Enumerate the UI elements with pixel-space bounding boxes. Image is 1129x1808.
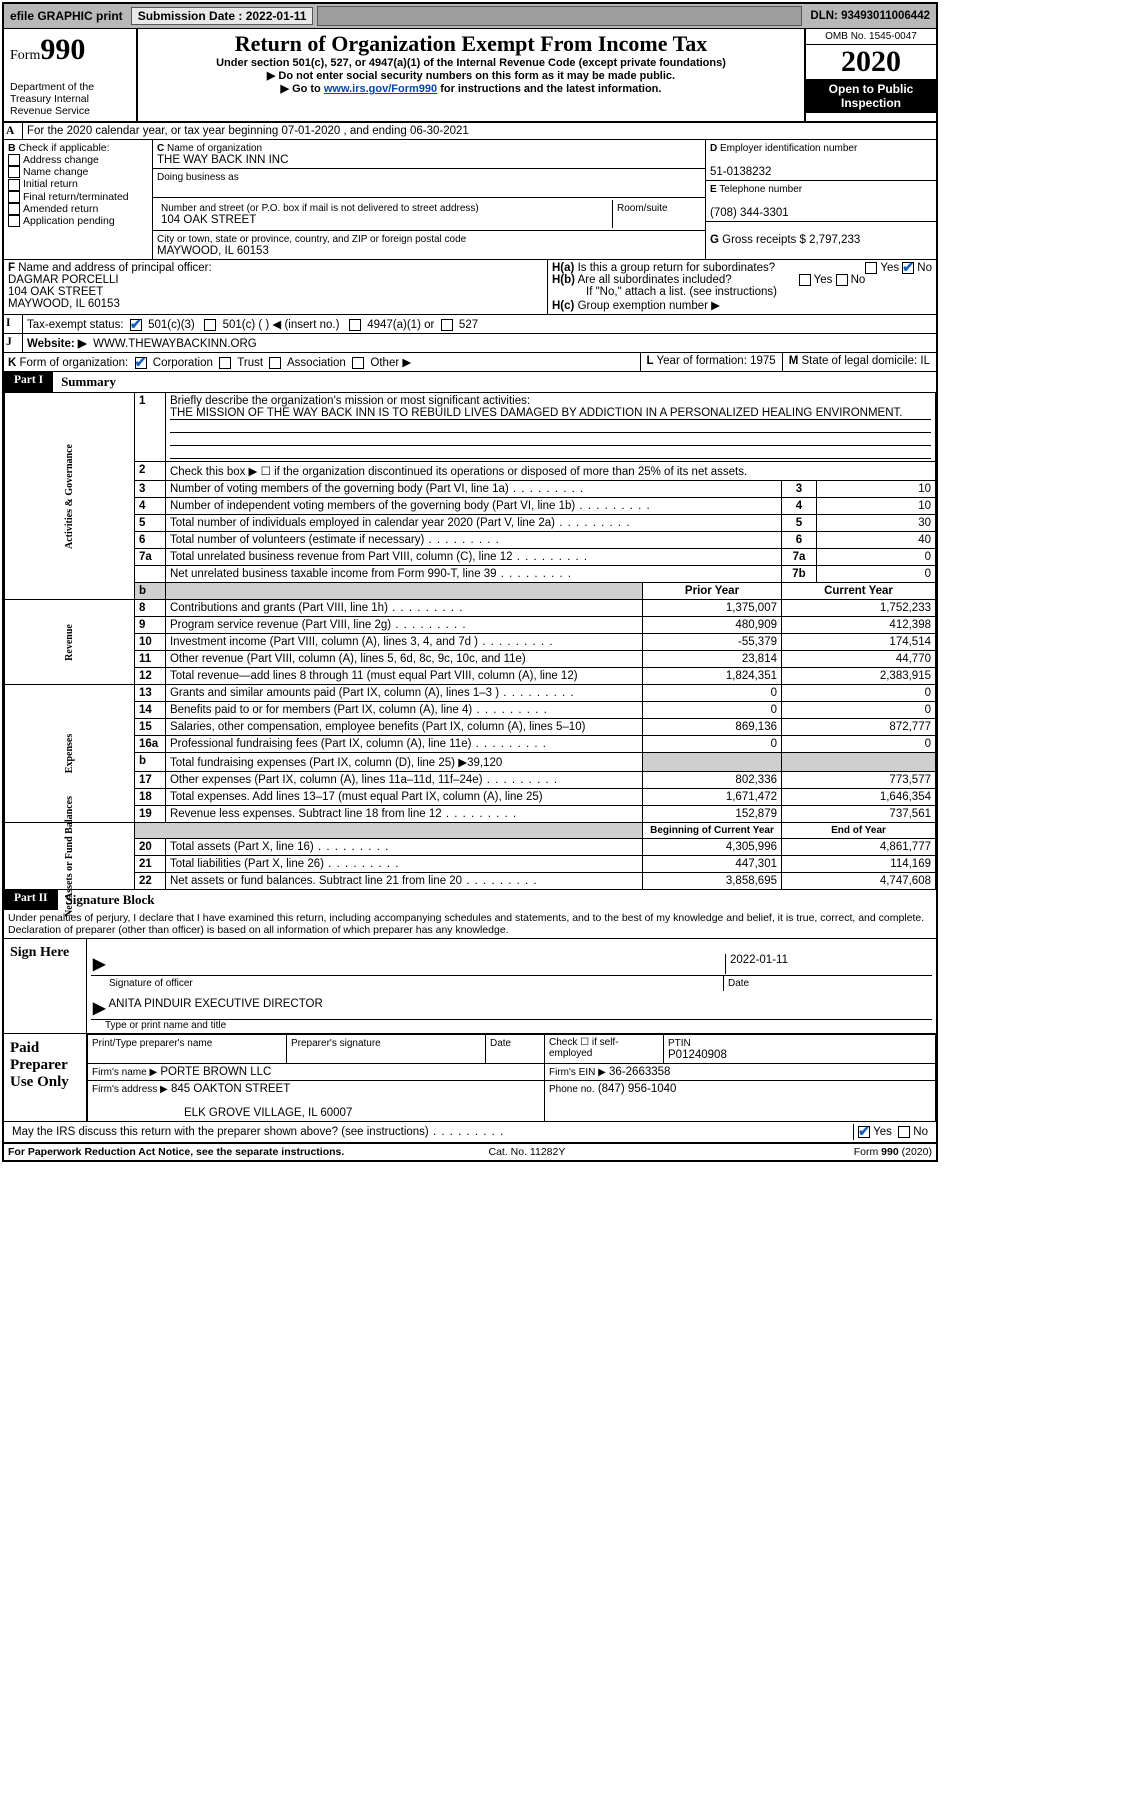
phone: (708) 344-3301 bbox=[710, 207, 789, 219]
paid-preparer-block: Paid Preparer Use Only Print/Type prepar… bbox=[4, 1033, 936, 1121]
year-formed: 1975 bbox=[750, 355, 776, 367]
form-990-page: efile GRAPHIC print Submission Date : 20… bbox=[2, 2, 938, 1162]
dln-label: DLN: 93493011006442 bbox=[804, 10, 936, 22]
cb-initial-return[interactable] bbox=[8, 179, 20, 191]
section-B: B Check if applicable: Address change Na… bbox=[4, 140, 153, 259]
cb-Ha-yes[interactable] bbox=[865, 262, 877, 274]
officer-typed: ANITA PINDUIR EXECUTIVE DIRECTOR bbox=[109, 998, 323, 1018]
form-title: Return of Organization Exempt From Incom… bbox=[142, 31, 800, 57]
cb-527[interactable] bbox=[441, 319, 453, 331]
efile-label: efile GRAPHIC print bbox=[4, 9, 129, 23]
cb-other[interactable] bbox=[352, 357, 364, 369]
row-F-H: F Name and address of principal officer:… bbox=[4, 260, 936, 315]
sign-here-block: Sign Here ▶ 2022-01-11 Signature of offi… bbox=[4, 938, 936, 1033]
perjury-statement: Under penalties of perjury, I declare th… bbox=[4, 910, 936, 938]
form-number: Form990 bbox=[10, 33, 130, 67]
cb-trust[interactable] bbox=[219, 357, 231, 369]
sig-date: 2022-01-11 bbox=[725, 954, 930, 974]
cb-discuss-yes[interactable] bbox=[858, 1126, 870, 1138]
entity-block: B Check if applicable: Address change Na… bbox=[4, 140, 936, 260]
open-inspection: Open to Public Inspection bbox=[806, 79, 936, 113]
firm-ein: 36-2663358 bbox=[609, 1066, 670, 1078]
officer-line2: 104 OAK STREET bbox=[8, 286, 103, 298]
table-row: 7aTotal unrelated business revenue from … bbox=[5, 549, 936, 566]
instr-ssn: ▶ Do not enter social security numbers o… bbox=[142, 69, 800, 82]
irs-link[interactable]: www.irs.gov/Form990 bbox=[324, 83, 437, 95]
cb-address-change[interactable] bbox=[8, 154, 20, 166]
ein: 51-0138232 bbox=[710, 166, 771, 178]
row-J: J Website: ▶ WWW.THEWAYBACKINN.ORG bbox=[4, 334, 936, 353]
top-toolbar: efile GRAPHIC print Submission Date : 20… bbox=[4, 4, 936, 29]
arrow-icon: ▶ bbox=[93, 954, 105, 974]
row-K: K Form of organization: Corporation Trus… bbox=[4, 353, 936, 372]
row-I: I Tax-exempt status: 501(c)(3) 501(c) ( … bbox=[4, 315, 936, 334]
section-C: C Name of organizationTHE WAY BACK INN I… bbox=[153, 140, 705, 259]
omb-number: OMB No. 1545-0047 bbox=[806, 29, 936, 45]
form-header: Form990 Department of the Treasury Inter… bbox=[4, 29, 936, 123]
cb-Ha-no[interactable] bbox=[902, 262, 914, 274]
firm-name: PORTE BROWN LLC bbox=[160, 1066, 271, 1078]
officer-line3: MAYWOOD, IL 60153 bbox=[8, 298, 120, 310]
tax-year: 2020 bbox=[806, 45, 936, 79]
cb-Hb-yes[interactable] bbox=[799, 274, 811, 286]
submission-date-button[interactable]: Submission Date : 2022-01-11 bbox=[131, 7, 314, 25]
firm-addr2: ELK GROVE VILLAGE, IL 60007 bbox=[92, 1107, 352, 1119]
table-row: 5Total number of individuals employed in… bbox=[5, 515, 936, 532]
part2-header: Part II Signature Block bbox=[4, 890, 936, 910]
org-city: MAYWOOD, IL 60153 bbox=[157, 245, 269, 257]
firm-phone: (847) 956-1040 bbox=[598, 1083, 677, 1095]
cb-app-pending[interactable] bbox=[8, 215, 20, 227]
page-footer: For Paperwork Reduction Act Notice, see … bbox=[4, 1144, 936, 1160]
mission-text: THE MISSION OF THE WAY BACK INN IS TO RE… bbox=[170, 407, 931, 420]
cb-501c3[interactable] bbox=[130, 319, 142, 331]
org-name: THE WAY BACK INN INC bbox=[157, 154, 288, 166]
cb-501c[interactable] bbox=[204, 319, 216, 331]
form-subtitle: Under section 501(c), 527, or 4947(a)(1)… bbox=[142, 57, 800, 69]
discuss-question: May the IRS discuss this return with the… bbox=[8, 1124, 853, 1140]
dept-treasury: Department of the Treasury Internal Reve… bbox=[10, 81, 130, 117]
website: WWW.THEWAYBACKINN.ORG bbox=[93, 338, 257, 350]
cb-final-return[interactable] bbox=[8, 191, 20, 203]
cb-discuss-no[interactable] bbox=[898, 1126, 910, 1138]
ptin: P01240908 bbox=[668, 1049, 727, 1061]
cb-corp[interactable] bbox=[135, 357, 147, 369]
row-A: A For the 2020 calendar year, or tax yea… bbox=[4, 123, 936, 140]
firm-addr1: 845 OAKTON STREET bbox=[171, 1083, 290, 1095]
table-row: 4Number of independent voting members of… bbox=[5, 498, 936, 515]
domicile: IL bbox=[920, 355, 930, 367]
toolbar-spacer bbox=[317, 6, 802, 26]
gross-receipts: 2,797,233 bbox=[809, 234, 860, 246]
officer-line1: DAGMAR PORCELLI bbox=[8, 274, 119, 286]
part1-table: Activities & Governance 1 Briefly descri… bbox=[4, 392, 936, 890]
part1-header: Part I Summary bbox=[4, 372, 936, 392]
cb-amended[interactable] bbox=[8, 203, 20, 215]
org-street: 104 OAK STREET bbox=[161, 214, 256, 226]
table-row: 6Total number of volunteers (estimate if… bbox=[5, 532, 936, 549]
cb-Hb-no[interactable] bbox=[836, 274, 848, 286]
cb-assoc[interactable] bbox=[269, 357, 281, 369]
cb-4947[interactable] bbox=[349, 319, 361, 331]
cb-name-change[interactable] bbox=[8, 166, 20, 178]
tax-period: For the 2020 calendar year, or tax year … bbox=[23, 123, 936, 139]
section-D: D Employer identification number51-01382… bbox=[705, 140, 936, 259]
table-row: Net unrelated business taxable income fr… bbox=[5, 566, 936, 583]
label-A: A bbox=[4, 123, 23, 139]
instr-link: ▶ Go to www.irs.gov/Form990 for instruct… bbox=[142, 82, 800, 95]
table-row: 3Number of voting members of the governi… bbox=[5, 481, 936, 498]
